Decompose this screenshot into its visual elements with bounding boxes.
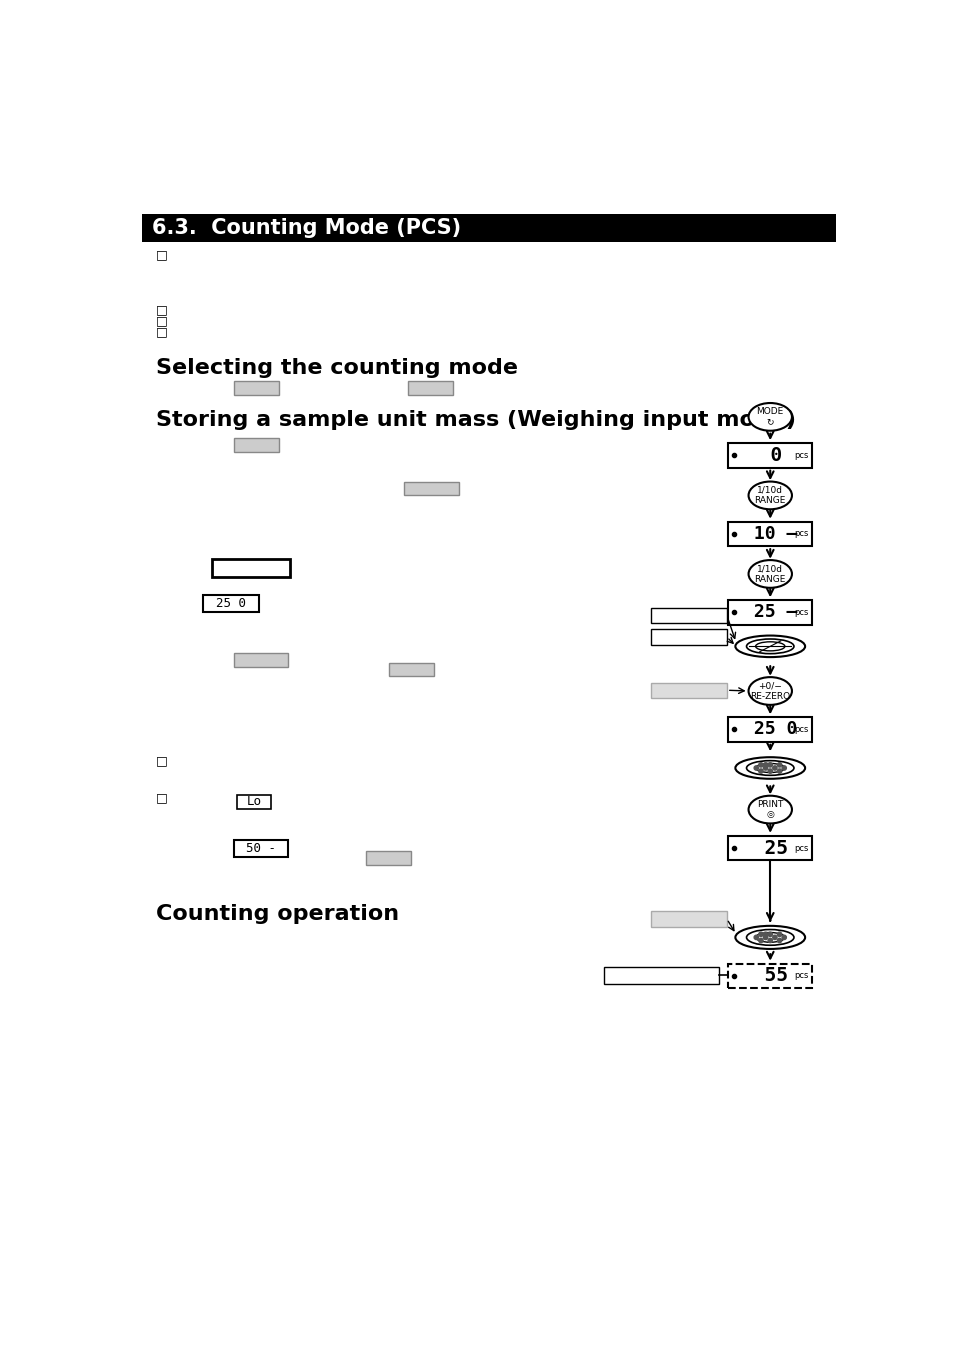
Text: 1/10d
RANGE: 1/10d RANGE	[754, 486, 785, 505]
Text: □: □	[155, 304, 167, 316]
Text: pcs: pcs	[793, 972, 807, 980]
Circle shape	[777, 763, 781, 767]
Bar	[728, 964, 811, 988]
Bar	[365, 850, 410, 865]
Ellipse shape	[748, 560, 791, 587]
Bar	[650, 911, 726, 926]
Bar	[203, 595, 258, 612]
Ellipse shape	[748, 482, 791, 509]
Text: 1/10d
RANGE: 1/10d RANGE	[754, 564, 785, 583]
Circle shape	[777, 938, 781, 942]
Bar	[236, 795, 271, 809]
Bar	[408, 382, 453, 396]
Circle shape	[753, 765, 758, 769]
Bar	[233, 382, 278, 396]
Circle shape	[767, 931, 772, 937]
Text: +0/−
RE-ZERO: +0/− RE-ZERO	[749, 682, 789, 701]
Ellipse shape	[755, 933, 784, 942]
Ellipse shape	[735, 636, 804, 657]
Ellipse shape	[746, 760, 793, 775]
Text: 25 –: 25 –	[742, 603, 797, 621]
Bar	[728, 521, 811, 547]
Ellipse shape	[755, 764, 784, 772]
Text: Counting operation: Counting operation	[155, 904, 398, 925]
Text: pcs: pcs	[793, 725, 807, 734]
Circle shape	[772, 936, 777, 940]
Circle shape	[767, 763, 772, 767]
Text: 25 0: 25 0	[215, 597, 246, 610]
Ellipse shape	[746, 930, 793, 945]
Bar	[728, 601, 811, 625]
Circle shape	[758, 931, 762, 937]
Bar	[212, 559, 290, 576]
Bar	[728, 717, 811, 741]
Circle shape	[758, 769, 762, 774]
Text: pcs: pcs	[793, 529, 807, 539]
Text: 25: 25	[740, 838, 799, 857]
Ellipse shape	[748, 795, 791, 824]
Bar	[389, 663, 434, 676]
Circle shape	[758, 938, 762, 942]
Circle shape	[758, 763, 762, 767]
Bar	[650, 629, 726, 645]
Text: MODE
↻: MODE ↻	[756, 408, 783, 427]
Bar	[233, 437, 278, 451]
Text: 55: 55	[740, 967, 799, 985]
Bar	[233, 840, 288, 856]
Bar	[233, 653, 288, 667]
Ellipse shape	[755, 641, 784, 651]
Text: □: □	[155, 791, 167, 805]
Bar	[650, 683, 726, 698]
Circle shape	[781, 765, 785, 769]
Ellipse shape	[746, 639, 793, 653]
Circle shape	[762, 931, 767, 937]
Text: 6.3.  Counting Mode (PCS): 6.3. Counting Mode (PCS)	[152, 219, 460, 238]
Circle shape	[767, 769, 772, 774]
Ellipse shape	[748, 404, 791, 431]
Text: □: □	[155, 755, 167, 768]
Text: 50 -: 50 -	[246, 841, 275, 855]
Circle shape	[762, 763, 767, 767]
Circle shape	[753, 936, 758, 940]
Circle shape	[762, 936, 767, 940]
Text: □: □	[155, 248, 167, 261]
Text: pcs: pcs	[793, 451, 807, 460]
Text: pcs: pcs	[793, 844, 807, 853]
Circle shape	[777, 769, 781, 774]
Text: 0: 0	[746, 446, 793, 464]
Bar	[404, 482, 458, 495]
Bar	[604, 967, 719, 984]
Circle shape	[762, 765, 767, 769]
Bar	[142, 215, 835, 242]
Ellipse shape	[735, 757, 804, 779]
Bar	[728, 836, 811, 860]
Text: PRINT
◎: PRINT ◎	[757, 799, 782, 819]
Circle shape	[781, 936, 785, 940]
Text: Selecting the counting mode: Selecting the counting mode	[155, 358, 517, 378]
Text: □: □	[155, 325, 167, 338]
Circle shape	[772, 765, 777, 769]
Text: Lo: Lo	[246, 795, 261, 809]
Text: 10 –: 10 –	[742, 525, 797, 543]
Bar	[728, 443, 811, 467]
Text: Storing a sample unit mass (Weighing input mode): Storing a sample unit mass (Weighing inp…	[155, 410, 795, 429]
Ellipse shape	[748, 678, 791, 705]
Text: □: □	[155, 315, 167, 327]
Circle shape	[767, 938, 772, 942]
Ellipse shape	[735, 926, 804, 949]
Circle shape	[777, 931, 781, 937]
Bar	[650, 608, 726, 624]
Text: 25 0: 25 0	[742, 721, 797, 738]
Text: pcs: pcs	[793, 608, 807, 617]
